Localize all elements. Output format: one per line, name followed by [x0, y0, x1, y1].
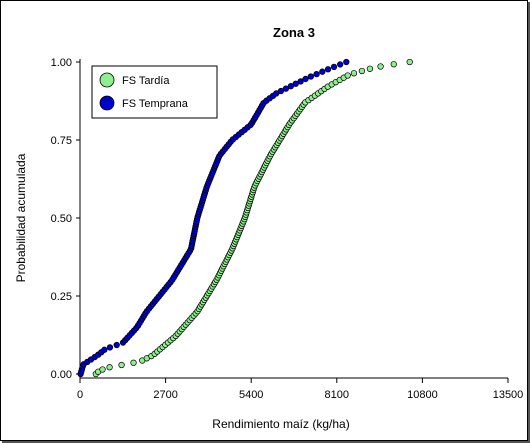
data-point-fs-temprana [330, 63, 338, 70]
data-point-fs-temprana [101, 346, 108, 353]
data-point-fs-temprana [113, 341, 120, 349]
data-point-fs-temprana [313, 70, 320, 78]
legend-marker-fs-temprana [99, 95, 115, 111]
x-tick-label: 0 [77, 389, 83, 401]
data-point-fs-temprana [319, 68, 326, 75]
data-point-fs-temprana [287, 83, 294, 90]
x-tick-label: 5400 [239, 389, 263, 401]
data-point-fs-temprana [324, 66, 332, 73]
y-axis-label: Probabilidad acumulada [14, 153, 28, 282]
data-point-fs-tardia [366, 65, 374, 72]
y-tick-label: 1.00 [51, 57, 72, 69]
y-tick-label: 0.00 [51, 369, 72, 381]
data-point-fs-temprana [302, 75, 309, 83]
x-axis-label: Rendimiento maíz (kg/ha) [212, 417, 349, 431]
data-point-fs-temprana [282, 85, 290, 92]
data-point-fs-tardia [377, 63, 384, 70]
legend-marker-fs-tardia [99, 72, 115, 88]
chart-title: Zona 3 [273, 25, 315, 40]
data-point-fs-tardia [406, 58, 413, 66]
data-point-fs-tardia [358, 67, 366, 75]
legend-label-fs-tardia: FS Tardía [122, 75, 170, 87]
data-point-fs-tardia [344, 72, 351, 79]
data-point-fs-temprana [343, 58, 350, 66]
legend-box [91, 65, 218, 119]
y-ticks: 0.00 0.25 0.50 0.75 1.00 [51, 57, 80, 381]
x-ticks: 0 2700 5400 8100 10800 13500 [77, 378, 523, 401]
data-point-fs-temprana [277, 87, 285, 95]
data-point-fs-tardia [390, 61, 397, 68]
y-tick-label: 0.75 [51, 135, 72, 147]
x-tick-label: 13500 [493, 389, 524, 401]
data-point-fs-temprana [337, 61, 344, 68]
data-points [77, 58, 413, 378]
x-tick-label: 8100 [325, 389, 349, 401]
legend: FS Tardía FS Temprana [91, 65, 218, 119]
data-point-fs-temprana [297, 78, 304, 85]
x-tick-label: 10800 [407, 389, 438, 401]
legend-label-fs-temprana: FS Temprana [122, 98, 189, 110]
data-point-fs-tardia [130, 359, 137, 366]
data-point-fs-tardia [106, 364, 113, 371]
y-tick-label: 0.25 [51, 291, 72, 303]
data-point-fs-tardia [350, 70, 358, 77]
data-point-fs-temprana [307, 73, 315, 80]
x-tick-label: 2700 [153, 389, 177, 401]
data-point-fs-temprana [106, 344, 114, 351]
data-point-fs-tardia [99, 366, 106, 373]
data-point-fs-temprana [292, 80, 299, 87]
data-point-fs-tardia [118, 361, 125, 369]
y-tick-label: 0.50 [51, 213, 72, 225]
